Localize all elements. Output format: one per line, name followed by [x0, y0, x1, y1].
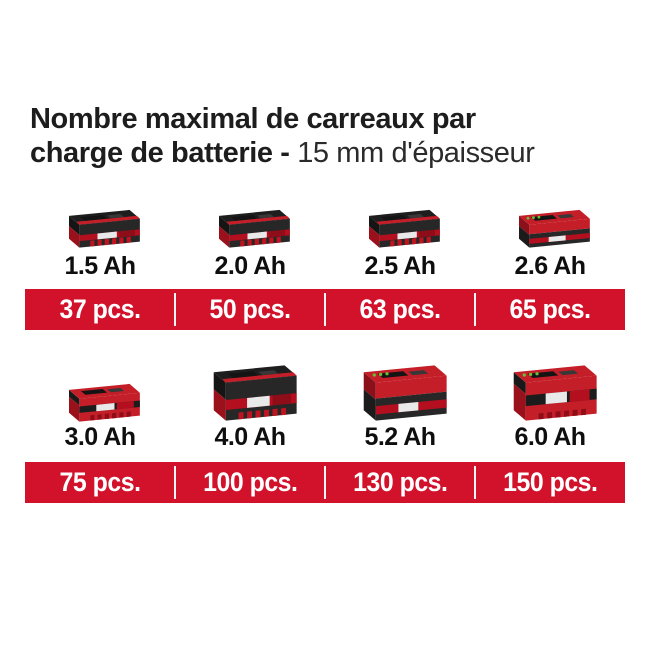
- battery-icon: [51, 190, 149, 252]
- pcs-value: 150 pcs.: [474, 462, 625, 503]
- battery-image-row-2: [25, 344, 625, 426]
- battery-capacity-label: 2.5 Ah: [364, 252, 436, 280]
- title-line1: Nombre maximal de carreaux par: [30, 103, 476, 135]
- battery-capacity-label: 2.0 Ah: [214, 252, 286, 280]
- pcs-value: 63 pcs.: [324, 289, 475, 330]
- battery-capacity-label: 4.0 Ah: [214, 423, 286, 451]
- pcs-value: 75 pcs.: [59, 467, 141, 497]
- capacity-label-row-1: 1.5 Ah 2.0 Ah 2.5 Ah 2.6 Ah: [25, 250, 625, 282]
- title-line2-regular: 15 mm d'épaisseur: [297, 137, 535, 169]
- pcs-value: 100 pcs.: [174, 462, 325, 503]
- battery-image-row-1: [25, 178, 625, 252]
- battery-icon: [493, 353, 607, 426]
- page-title: Nombre maximal de carreaux par charge de …: [30, 102, 535, 170]
- pcs-band-2: 75 pcs. 100 pcs. 130 pcs. 150 pcs.: [25, 462, 625, 503]
- battery-capacity-label: 2.6 Ah: [514, 252, 586, 280]
- pcs-value: 50 pcs.: [174, 289, 325, 330]
- pcs-band-1: 37 pcs. 50 pcs. 63 pcs. 65 pcs.: [25, 289, 625, 330]
- battery-icon: [343, 353, 457, 426]
- battery-capacity-label: 3.0 Ah: [64, 423, 136, 451]
- title-line2-bold: charge de batterie -: [30, 137, 298, 169]
- battery-capacity-label: 6.0 Ah: [514, 423, 586, 451]
- battery-capacity-label: 5.2 Ah: [364, 423, 436, 451]
- pcs-value: 130 pcs.: [324, 462, 475, 503]
- capacity-label-row-2: 3.0 Ah 4.0 Ah 5.2 Ah 6.0 Ah: [25, 421, 625, 453]
- battery-capacity-label: 1.5 Ah: [64, 252, 136, 280]
- battery-icon: [351, 190, 449, 252]
- battery-icon: [193, 353, 307, 426]
- battery-icon: [201, 190, 299, 252]
- battery-icon: [501, 190, 599, 252]
- pcs-value: 65 pcs.: [474, 289, 625, 330]
- pcs-value: 37 pcs.: [59, 294, 141, 324]
- battery-icon: [51, 364, 149, 426]
